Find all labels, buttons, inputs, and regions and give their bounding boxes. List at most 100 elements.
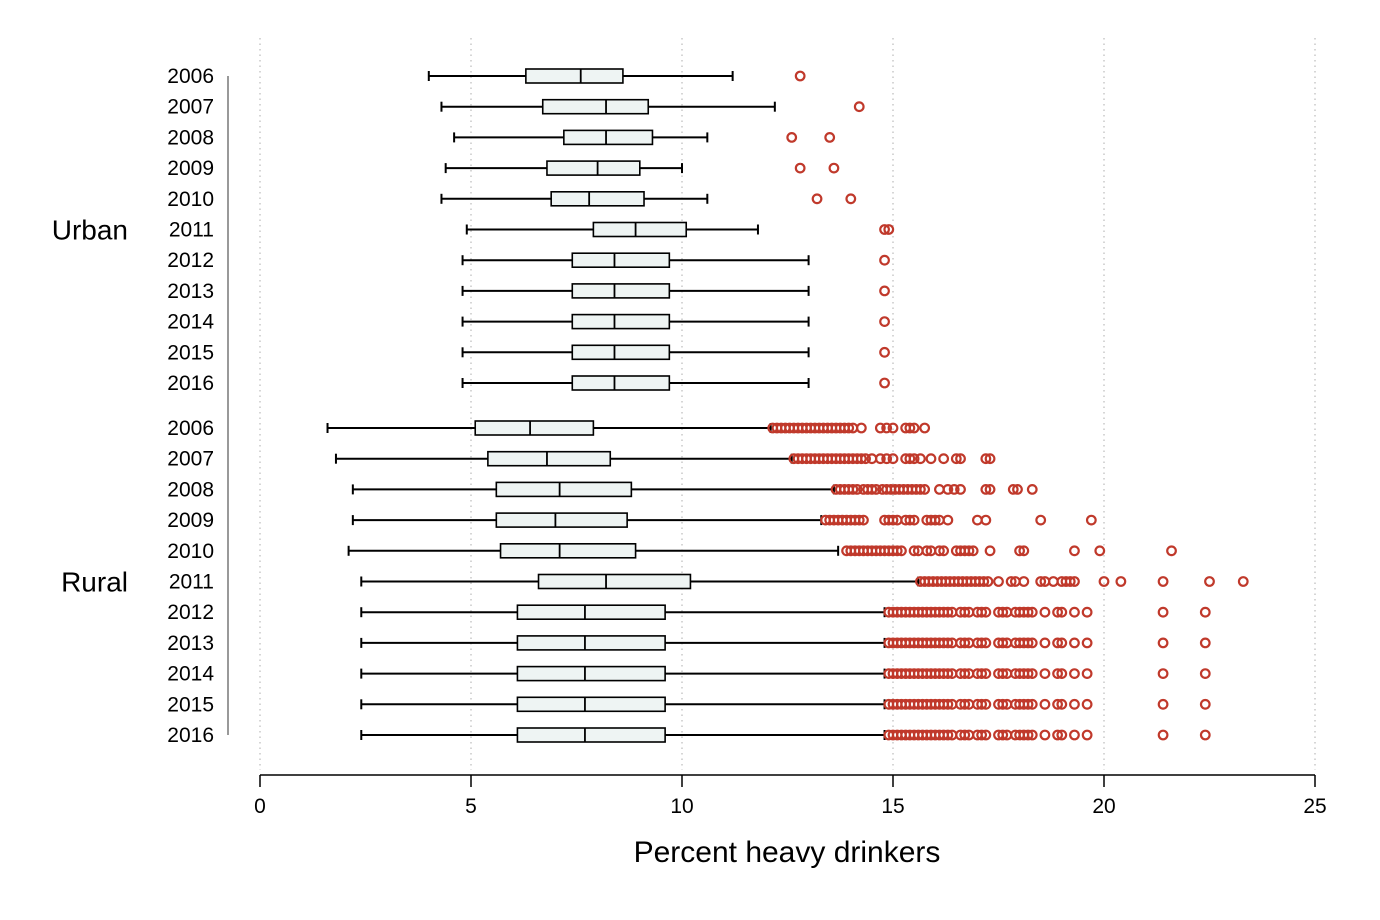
outlier-point (980, 484, 992, 495)
outlier-point (853, 514, 865, 526)
outlier-point (1052, 668, 1063, 679)
outlier-point (855, 453, 867, 465)
iqr-box (516, 696, 666, 713)
outlier-point (908, 422, 920, 434)
x-tick-label: 0 (254, 795, 266, 818)
group-label: Urban (52, 215, 128, 246)
outlier-point (976, 668, 988, 679)
outlier-point (982, 576, 994, 587)
year-label: 2015 (167, 693, 214, 716)
outlier-point (938, 453, 950, 465)
outlier-point (938, 545, 950, 557)
outlier-point (1199, 698, 1211, 710)
outlier-point (980, 453, 992, 465)
iqr-box (546, 160, 641, 176)
outlier-point (976, 637, 988, 649)
outlier-point (1026, 729, 1038, 741)
outlier-point (794, 70, 806, 82)
iqr-box (541, 98, 650, 115)
year-label: 2012 (167, 249, 214, 272)
outlier-point (1098, 576, 1110, 587)
x-axis-title: Percent heavy drinkers (634, 836, 941, 869)
outlier-point (1018, 545, 1030, 557)
outlier-point (919, 484, 931, 495)
outlier-point (925, 453, 937, 465)
outlier-point (959, 637, 971, 649)
outlier-point (1166, 545, 1177, 557)
outlier-point (881, 422, 893, 434)
outlier-point (1157, 668, 1169, 679)
outlier-point (1094, 545, 1106, 557)
outlier-point (887, 514, 899, 526)
outlier-point (1199, 637, 1211, 649)
outlier-point (1157, 637, 1169, 649)
outlier-point (950, 453, 962, 465)
outlier-point (1047, 576, 1059, 587)
outlier-point (879, 377, 890, 389)
outlier-point (843, 422, 855, 434)
outlier-point (1022, 729, 1034, 741)
outlier-point (1056, 637, 1068, 649)
outlier-point (980, 729, 992, 741)
outlier-point (1039, 698, 1051, 710)
outlier-point (1081, 606, 1093, 618)
outlier-point (1005, 576, 1017, 587)
outlier-point (921, 545, 933, 557)
outlier-point (980, 606, 992, 618)
outlier-point (908, 453, 920, 465)
iqr-box (495, 512, 628, 528)
outlier-point (1081, 698, 1093, 710)
outlier-point (1022, 698, 1034, 710)
x-axis: 0 5 10 15 20 25 (254, 774, 1327, 818)
year-label: 2014 (167, 663, 214, 686)
iqr-box (550, 191, 645, 207)
outlier-point (955, 484, 966, 495)
year-label: 2007 (167, 96, 214, 119)
iqr-box (499, 542, 637, 559)
outlier-point (934, 484, 945, 495)
outlier-point (1056, 698, 1068, 710)
outlier-point (978, 576, 990, 587)
outlier-point (997, 637, 1009, 649)
outlier-point (1022, 606, 1034, 618)
outlier-point (1056, 729, 1068, 741)
outlier-point (1018, 576, 1030, 587)
outlier-point (1012, 484, 1023, 495)
outlier-point (1069, 637, 1080, 649)
outlier-point (874, 453, 886, 465)
iqr-box (516, 604, 666, 621)
outlier-point (997, 668, 1009, 679)
outlier-point (963, 545, 975, 557)
iqr-box (592, 221, 688, 238)
year-label: 2009 (167, 509, 214, 532)
outlier-point (1052, 729, 1063, 741)
outlier-point (1007, 484, 1019, 495)
outlier-point (980, 668, 992, 679)
outlier-point (1026, 698, 1038, 710)
iqr-box (516, 635, 666, 651)
year-label: 2012 (167, 601, 214, 624)
outlier-point (904, 422, 916, 434)
outlier-point (934, 545, 945, 557)
outlier-point (1026, 637, 1038, 649)
outlier-point (1035, 576, 1047, 587)
outlier-point (997, 729, 1009, 741)
iqr-box (474, 420, 595, 436)
outlier-point (955, 453, 966, 465)
outlier-point (1085, 514, 1097, 526)
outlier-point (1026, 606, 1038, 618)
outlier-point (1039, 729, 1051, 741)
outlier-point (1056, 606, 1068, 618)
outlier-point (853, 101, 865, 113)
year-label: 2013 (167, 632, 214, 655)
year-label: 2008 (167, 478, 214, 501)
year-label: 2008 (167, 126, 214, 149)
outlier-point (1064, 576, 1076, 587)
outlier-point (874, 422, 886, 434)
outlier-point (1069, 606, 1080, 618)
outlier-point (1069, 668, 1080, 679)
outlier-point (908, 514, 920, 526)
group-labels: Urban Rural (52, 215, 128, 598)
outlier-point (1026, 668, 1038, 679)
